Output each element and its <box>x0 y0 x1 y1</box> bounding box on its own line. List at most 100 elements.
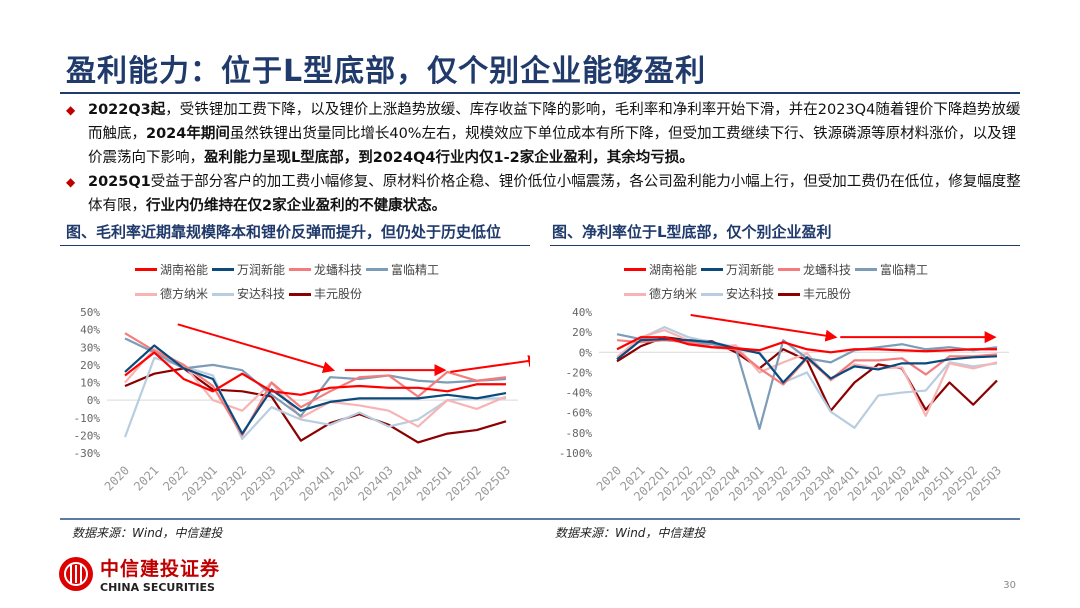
diamond-bullet-icon: ◆ <box>66 103 76 117</box>
diamond-bullet-icon: ◆ <box>66 175 76 189</box>
legend-item: 安达科技 <box>701 283 774 305</box>
logo-emblem-icon <box>59 557 93 591</box>
source-note: 数据来源：Wind，中信建投 <box>72 526 223 540</box>
logo-en: CHINA SECURITIES <box>100 581 215 594</box>
bullet-text: ，受铁锂加工费下降，以及锂价上涨趋势放缓、库存收益下降的影响，毛利率和净利率开始… <box>88 102 1021 142</box>
y-tick-label: 0% <box>579 346 593 359</box>
legend-swatch <box>624 268 646 271</box>
divider <box>60 245 530 246</box>
bullet-text: 2022Q3起 <box>88 102 166 118</box>
legend-label: 丰元股份 <box>803 287 852 301</box>
legend-label: 富临精工 <box>391 262 440 277</box>
legend-swatch <box>135 292 157 296</box>
legend-label: 德方纳米 <box>160 287 209 301</box>
y-tick-label: 50% <box>80 306 100 319</box>
legend-item: 湖南裕能 <box>624 259 697 281</box>
y-tick-label: 10% <box>80 377 100 390</box>
y-tick-label: -60% <box>566 407 593 420</box>
y-tick-label: 30% <box>80 341 100 354</box>
gross-margin-chart: 50%40%30%20%10%0%-10%-20%-30%20202021202… <box>74 306 530 504</box>
legend-label: 龙蟠科技 <box>314 262 363 277</box>
x-tick-label: 2021 <box>131 463 161 493</box>
legend-swatch <box>289 292 312 296</box>
legend-swatch <box>366 268 389 271</box>
legend-item: 龙蟠科技 <box>778 259 851 281</box>
legend-label: 安达科技 <box>726 287 775 301</box>
legend-item: 龙蟠科技 <box>289 259 362 281</box>
legend-item: 丰元股份 <box>289 283 362 305</box>
china-securities-logo: 中信建投证券 CHINA SECURITIES <box>58 554 220 594</box>
series-line-安达科技 <box>616 326 998 429</box>
y-tick-label: 40% <box>80 324 100 337</box>
logo-cn: 中信建投证券 <box>100 558 221 580</box>
legend-swatch <box>212 292 235 296</box>
bullet-item: ◆ 2022Q3起，受铁锂加工费下降，以及锂价上涨趋势放缓、库存收益下降的影响，毛… <box>66 98 1026 170</box>
y-tick-label: -80% <box>566 427 593 440</box>
legend-swatch <box>212 268 235 271</box>
title-divider <box>60 92 1020 94</box>
series-line-湖南裕能 <box>616 336 997 354</box>
series-line-万润新能 <box>616 338 998 384</box>
page-title: 盈利能力：位于L型底部，仅个别企业能够盈利 <box>66 54 707 89</box>
legend-label: 龙蟠科技 <box>803 262 852 277</box>
y-tick-label: -30% <box>74 447 101 460</box>
legend-label: 安达科技 <box>237 287 286 301</box>
series-line-德方纳米 <box>616 329 998 417</box>
legend-item: 富临精工 <box>366 259 439 281</box>
chart-title-net-margin: 图、净利率位于L型底部，仅个别企业盈利 <box>552 223 832 241</box>
legend-label: 富临精工 <box>880 262 929 277</box>
legend-swatch <box>778 268 801 271</box>
legend-item: 湖南裕能 <box>135 259 208 281</box>
y-tick-label: 0% <box>87 394 101 407</box>
y-tick-label: -20% <box>566 366 593 379</box>
series-line-德方纳米 <box>124 347 507 428</box>
y-tick-label: 20% <box>572 326 592 339</box>
bullet-text: 2024年期间 <box>146 126 230 142</box>
y-tick-label: 40% <box>572 306 592 319</box>
legend-label: 湖南裕能 <box>649 262 698 277</box>
trend-arrow <box>450 355 530 373</box>
divider <box>550 245 1020 246</box>
series-line-龙蟠科技 <box>124 332 507 437</box>
trend-arrow <box>690 314 838 342</box>
y-tick-label: -20% <box>74 429 101 442</box>
y-tick-label: 20% <box>80 359 100 372</box>
legend-swatch <box>701 268 724 271</box>
legend-gross-margin: 湖南裕能 万润新能 龙蟠科技 富临精工德方纳米 安达科技 丰元股份 <box>135 256 475 305</box>
legend-label: 湖南裕能 <box>160 262 209 277</box>
y-tick-label: -100% <box>559 447 592 460</box>
legend-label: 万润新能 <box>726 262 775 277</box>
bullet-text: 行业内仍维持在仅2家企业盈利的不健康状态。 <box>146 198 447 214</box>
legend-swatch <box>289 268 312 271</box>
legend-item: 万润新能 <box>212 259 285 281</box>
legend-item: 万润新能 <box>701 259 774 281</box>
legend-swatch <box>855 268 878 271</box>
x-tick-label: 2020 <box>594 463 624 493</box>
legend-swatch <box>135 268 157 271</box>
legend-swatch <box>701 292 724 296</box>
bullet-text: 虽然铁锂出货量同比增长40%左右，规模效应下单位成本有所下降，但受加工费继续下行… <box>88 126 1017 166</box>
bullet-list: ◆ 2022Q3起，受铁锂加工费下降，以及锂价上涨趋势放缓、库存收益下降的影响，毛… <box>66 98 1026 218</box>
bullet-item: ◆ 2025Q1受益于部分客户的加工费小幅修复、原材料价格企稳、锂价低位小幅震荡，… <box>66 170 1026 218</box>
source-note: 数据来源：Wind，中信建投 <box>555 526 706 540</box>
page-number: 30 <box>1003 580 1016 591</box>
legend-item: 德方纳米 <box>624 283 697 305</box>
trend-arrow <box>177 323 336 374</box>
series-line-湖南裕能 <box>124 351 506 396</box>
legend-label: 德方纳米 <box>649 287 698 301</box>
legend-label: 万润新能 <box>237 262 286 277</box>
bullet-text: 2025Q1 <box>88 174 151 190</box>
legend-swatch <box>624 292 646 296</box>
legend-swatch <box>778 292 801 296</box>
bottom-divider <box>60 518 1020 520</box>
series-line-万润新能 <box>124 344 507 435</box>
legend-item: 富临精工 <box>855 259 928 281</box>
legend-item: 德方纳米 <box>135 283 208 305</box>
legend-label: 丰元股份 <box>314 287 363 301</box>
y-tick-label: -40% <box>566 387 593 400</box>
y-tick-label: -10% <box>74 412 101 425</box>
net-margin-chart: 40%20%0%-20%-40%-60%-80%-100%20202021202… <box>559 306 1009 504</box>
chart-title-gross-margin: 图、毛利率近期靠规模降本和锂价反弹而提升，但仍处于历史低位 <box>66 223 502 241</box>
bullet-text: 受益于部分客户的加工费小幅修复、原材料价格企稳、锂价低位小幅震荡，各公司盈利能力… <box>88 174 1021 214</box>
legend-item: 安达科技 <box>212 283 285 305</box>
